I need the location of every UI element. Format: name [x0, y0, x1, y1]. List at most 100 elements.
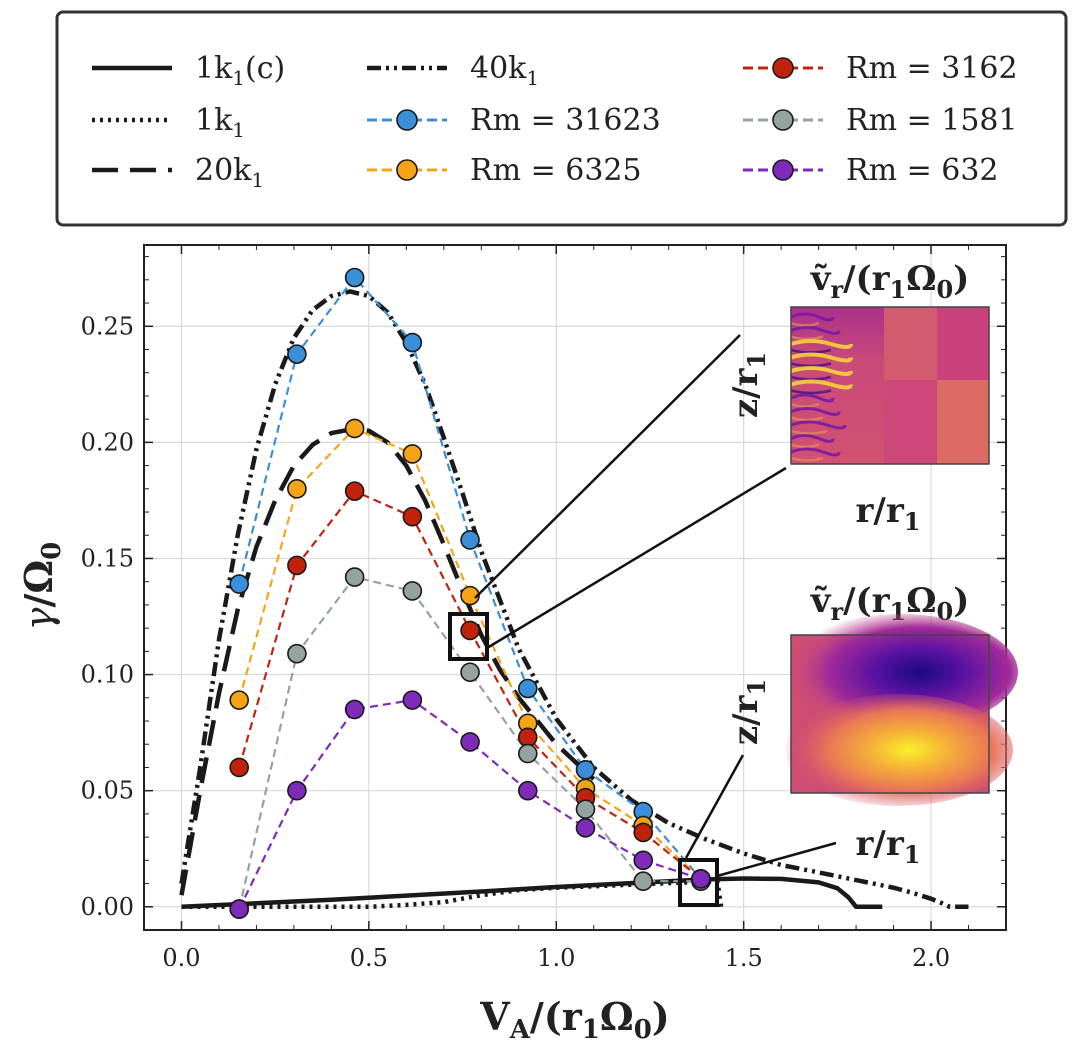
inset-1-xlabel: r/r1	[856, 491, 921, 536]
legend-marker	[772, 159, 794, 181]
series-4-point-2	[344, 699, 365, 720]
legend-label: Rm = 6325	[470, 153, 642, 188]
legend: 1k1(c) 1k1 20k1 40k1 Rm = 31623 Rm = 6325 Rm =…	[92, 51, 1018, 192]
series-3-point-6	[575, 799, 596, 820]
x-axis-label: VA/(r1Ω0)	[479, 994, 670, 1045]
legend-marker	[772, 109, 794, 131]
legend-label: 40k1	[470, 51, 539, 90]
inset-1-stripe	[790, 443, 820, 449]
legend-box	[55, 10, 1068, 227]
curve-1k1(c)	[181, 876, 883, 910]
y-tick-label: 0.15	[81, 544, 134, 572]
series-0-point-2	[344, 267, 365, 288]
inset-1-stripe	[790, 434, 835, 443]
series-0-point-6	[575, 759, 596, 780]
series-3-point-1	[287, 643, 307, 664]
inset-1-title: ṽr/(r1Ω0)	[810, 259, 970, 304]
inset-2-heatmap	[782, 614, 1018, 806]
curve-40k1	[179, 289, 969, 910]
inset-1-stripe	[790, 335, 824, 341]
legend-marker	[396, 109, 418, 131]
inset-2-ylabel: z/r1	[726, 679, 771, 745]
inset-1-stripe	[790, 429, 828, 435]
series-0-point-4	[460, 530, 480, 550]
inset-1-stripe	[790, 393, 835, 403]
inset-1-stripe	[790, 312, 835, 322]
x-tick-label: 1.0	[537, 944, 575, 972]
series-1-point-3	[402, 444, 423, 464]
legend-label: 20k1	[195, 153, 264, 192]
x-tick-label: 2.0	[912, 944, 950, 972]
inset-1-stripe	[790, 352, 853, 363]
series-line-1	[238, 427, 702, 880]
legend-label: Rm = 1581	[846, 103, 1018, 138]
series-2-point-2	[344, 481, 365, 501]
series-3-point-3	[402, 581, 423, 601]
ticks: 0.0 0.5 1.0 1.5 2.0 0.00 0.05 0.10 0.15 0.20 0.25	[81, 245, 1006, 972]
inset-1-stripe	[790, 416, 824, 422]
y-tick-label: 0.25	[81, 312, 134, 340]
zoom-box-2	[678, 858, 719, 907]
series-0-point-1	[287, 344, 307, 364]
legend-label: Rm = 632	[846, 153, 999, 188]
series-4-point-3	[402, 690, 423, 710]
inset-1-stripe	[790, 447, 841, 457]
series-2-point-4	[460, 620, 480, 641]
axes-frame	[143, 244, 1007, 931]
y-tick-label: 0.05	[81, 777, 134, 805]
zoom-box-1	[448, 612, 489, 661]
legend-label: Rm = 31623	[470, 103, 661, 138]
series-line-0	[238, 275, 702, 880]
inset-1-stripe	[790, 407, 841, 416]
series-2-point-1	[287, 555, 307, 576]
inset-1-stripe	[790, 379, 853, 390]
zoom-annotations	[448, 334, 837, 907]
inset-1-stripe	[790, 366, 853, 376]
series-4-point-8	[691, 869, 711, 889]
y-tick-label: 0.10	[81, 661, 134, 689]
inset-1-heatmap	[790, 306, 990, 465]
x-tick-label: 0.5	[350, 944, 388, 972]
legend-marker	[772, 57, 794, 79]
inset-1-stripe	[790, 321, 820, 327]
series-1-point-0	[229, 690, 249, 710]
series-4-point-7	[633, 850, 654, 871]
legend-marker	[396, 159, 418, 181]
series-line-4	[238, 698, 702, 910]
series-1-point-1	[287, 479, 307, 499]
series-4-point-0	[229, 899, 249, 919]
series-3-point-2	[344, 567, 365, 587]
legend-label: 1k1	[195, 103, 245, 142]
series-line-3	[238, 575, 701, 910]
inset-2: ṽr/(r1Ω0) z/r1 r/r1	[726, 581, 1018, 869]
inset-1-stripes	[790, 312, 853, 462]
inset-1-stripe	[790, 456, 824, 462]
x-tick-label: 0.0	[162, 944, 200, 972]
series-3-point-7	[633, 871, 654, 892]
inset-1-stripe	[790, 389, 832, 395]
series-2-point-7	[633, 822, 654, 843]
series-4-point-5	[517, 780, 538, 801]
series-3-point-4	[460, 662, 480, 683]
series-0-point-5	[517, 678, 538, 699]
inset-1-stripe	[790, 402, 820, 408]
series	[229, 267, 711, 919]
series-2-point-0	[229, 757, 249, 778]
inset-1-stripe	[790, 326, 841, 335]
series-2-point-3	[402, 506, 423, 527]
inset-1-ylabel: z/r1	[726, 352, 771, 418]
y-tick-label: 0.00	[81, 893, 134, 921]
series-0-point-3	[402, 332, 423, 353]
series-4-point-6	[575, 818, 596, 838]
y-axis-label: γ/Ω0	[16, 542, 67, 631]
series-4-point-4	[460, 732, 480, 752]
inset-1: ṽr/(r1Ω0) z/r1 r/r1	[726, 259, 990, 536]
series-2-point-5	[517, 727, 538, 748]
x-tick-label: 1.5	[725, 944, 763, 972]
series-4-point-1	[287, 780, 307, 801]
inset-1-stripe	[790, 339, 853, 349]
legend-label: 1k1(c)	[195, 51, 285, 90]
inset-2-xlabel: r/r1	[856, 824, 921, 869]
series-0-point-0	[229, 574, 249, 594]
